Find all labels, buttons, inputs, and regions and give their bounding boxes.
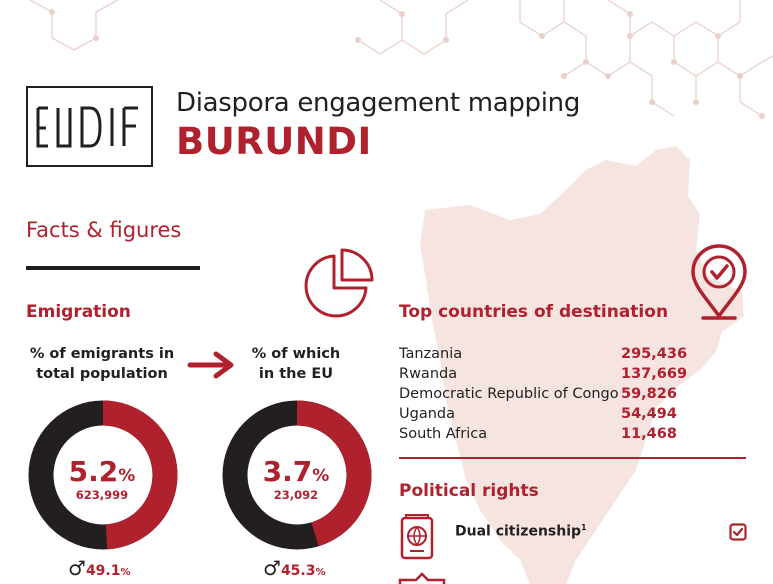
destination-value: 295,436 [621, 346, 688, 362]
donut-male-share-arc [102, 400, 178, 550]
destination-value: 59,826 [621, 386, 677, 402]
total-count: 623,999 [75, 488, 129, 502]
eu-label-line2: in the EU [258, 366, 334, 382]
total-population-label: % of emigrants in total population [28, 344, 176, 384]
ballot-icon [398, 572, 446, 584]
country-name: BURUNDI [176, 120, 372, 163]
table-row: Uganda 54,494 [399, 404, 699, 424]
destination-country: Rwanda [399, 366, 458, 382]
facts-heading: Facts & figures [26, 218, 182, 242]
destination-value: 137,669 [621, 366, 688, 382]
eudif-logo [26, 86, 153, 167]
destination-value: 11,468 [621, 426, 677, 442]
percent-sign: % [120, 567, 131, 578]
total-male-share-value: 49.1 [85, 563, 121, 579]
eu-percent-value: 3.7 [262, 455, 313, 488]
destination-country: South Africa [399, 426, 488, 442]
male-symbol-icon: ♂ [263, 556, 281, 580]
dual-citizenship-label: Dual citizenship1 [455, 523, 587, 540]
political-rights-heading: Political rights [399, 481, 539, 501]
destinations-divider [399, 457, 746, 459]
passport-icon [400, 514, 434, 560]
eu-male-share-value: 45.3 [280, 563, 316, 579]
eu-label-line1: % of which [251, 346, 341, 362]
pie-chart-icon [304, 248, 374, 318]
male-symbol-icon: ♂ [68, 556, 86, 580]
emigration-heading: Emigration [26, 302, 131, 322]
total-male-share: ♂49.1% [68, 556, 131, 580]
checkbox-checked-icon [729, 523, 747, 541]
table-row: Democratic Republic of Congo 59,826 [399, 384, 699, 404]
table-row: South Africa 11,468 [399, 424, 699, 444]
destinations-heading: Top countries of destination [399, 302, 669, 322]
page-title: Diaspora engagement mapping [176, 88, 581, 118]
destination-value: 54,494 [621, 406, 677, 422]
emigrants-donut [28, 400, 178, 550]
table-row: Tanzania 295,436 [399, 344, 699, 364]
location-pin-check-icon [691, 244, 747, 320]
total-label-line2: total population [36, 366, 168, 382]
table-row: Rwanda 137,669 [399, 364, 699, 384]
percent-sign: % [312, 466, 330, 486]
destinations-table: Tanzania 295,436 Rwanda 137,669 Democrat… [399, 344, 699, 444]
percent-sign: % [315, 567, 326, 578]
eu-male-share: ♂45.3% [263, 556, 326, 580]
footnote-marker: 1 [581, 523, 587, 532]
eudif-logo-mark [36, 106, 138, 148]
destination-country: Democratic Republic of Congo [399, 386, 619, 402]
dual-citizenship-text: Dual citizenship [455, 523, 582, 540]
facts-divider [26, 266, 200, 270]
eu-label: % of which in the EU [232, 344, 360, 384]
percent-sign: % [118, 466, 136, 486]
right-arrow-icon [187, 351, 234, 379]
destination-country: Tanzania [399, 346, 463, 362]
total-percent: 5.2% [52, 455, 152, 488]
total-percent-value: 5.2 [68, 455, 119, 488]
eu-percent: 3.7% [246, 455, 346, 488]
total-label-line1: % of emigrants in [29, 346, 175, 362]
destination-country: Uganda [399, 406, 455, 422]
eu-count: 23,092 [273, 488, 319, 502]
eu-emigrants-donut [222, 400, 372, 550]
donut-male-share-arc [296, 400, 372, 547]
